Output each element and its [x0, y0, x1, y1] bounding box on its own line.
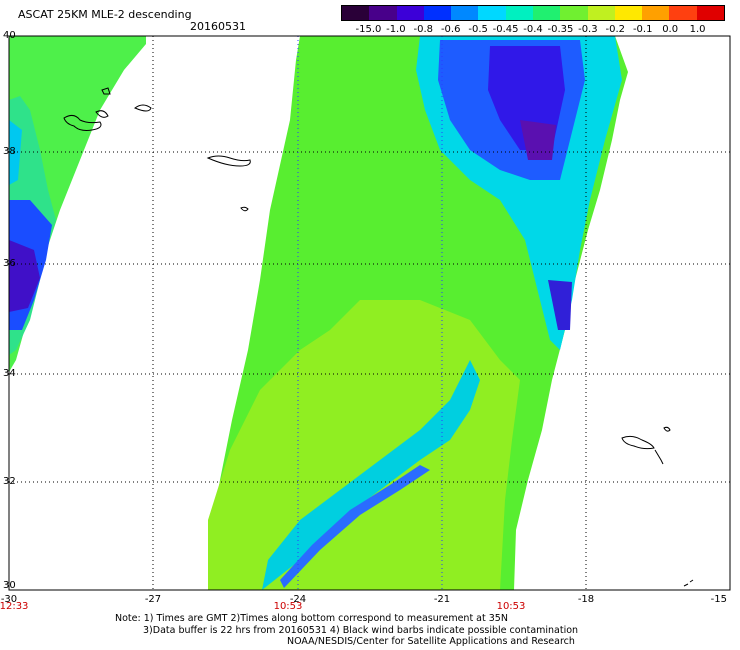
- lon-tick-label: -24: [290, 594, 306, 605]
- island-outline: [101, 87, 111, 95]
- colorbar-segment: [669, 6, 697, 20]
- islands: [63, 87, 694, 587]
- island-outline: [654, 449, 664, 465]
- colorbar-segment: [614, 6, 643, 20]
- colorbar-label: 0.0: [662, 24, 679, 35]
- map-plot: -30 -27 -24 -21 -18 -15 40 38 36 34 32 3…: [0, 30, 731, 612]
- island-outline: [663, 426, 671, 432]
- colorbar-label: -15.0: [355, 24, 382, 35]
- main-swath-purple-core: [520, 120, 556, 160]
- main-swath-blue-edge: [548, 280, 572, 330]
- lon-tick-label: -18: [578, 594, 594, 605]
- colorbar-segment: [478, 6, 506, 20]
- lon-tick-label: -27: [145, 594, 161, 605]
- island-outline: [134, 104, 152, 112]
- lon-tick-labels: -30 -27 -24 -21 -18 -15: [1, 594, 727, 605]
- main-swath-cyan-streak: [262, 360, 480, 590]
- island-outline: [621, 435, 655, 450]
- main-swath-blue-streak: [280, 465, 430, 588]
- colorbar-segment: [342, 6, 370, 20]
- footer-note: Note: 1) Times are GMT 2)Times along bot…: [100, 613, 700, 648]
- colorbar-segment: [696, 6, 724, 20]
- colorbar-label: -0.2: [605, 24, 626, 35]
- lon-grid-dark: [152, 36, 587, 590]
- island-outline: [63, 114, 102, 131]
- colorbar-label: -0.4: [523, 24, 543, 35]
- colorbar-segment: [423, 6, 452, 20]
- lat-grid: [9, 151, 730, 483]
- lon-grid-blue: [297, 36, 443, 590]
- colorbar-segment: [642, 6, 670, 20]
- swath-time-label: 10:53: [497, 601, 526, 612]
- note-line-2: 3)Data buffer is 22 hrs from 20160531 4)…: [143, 624, 579, 636]
- lat-tick-labels: 40 38 36 34 32 30: [3, 30, 16, 591]
- island-outline: [95, 110, 109, 118]
- colorbar-segment: [396, 6, 424, 20]
- left-swath-base: [9, 36, 146, 372]
- colorbar-segment: [532, 6, 561, 20]
- colorbar-label: -0.35: [547, 24, 574, 35]
- lon-tick-label: -30: [1, 594, 17, 605]
- plot-frame: [8, 35, 731, 591]
- lat-tick-label: 34: [3, 368, 16, 379]
- colorbar-label: -0.1: [632, 24, 653, 35]
- island-outline: [683, 579, 694, 587]
- colorbar-label: 1.0: [689, 24, 706, 35]
- colorbar-segment: [560, 6, 588, 20]
- lat-tick-label: 36: [3, 258, 16, 269]
- colorbar: [341, 5, 725, 21]
- colorbar-segment: [369, 6, 397, 20]
- lon-tick-label: -15: [711, 594, 727, 605]
- main-swath: [208, 36, 628, 590]
- lat-tick-label: 32: [3, 476, 16, 487]
- lat-tick-label: 38: [3, 146, 16, 157]
- swath-time-label: 12:33: [0, 601, 28, 612]
- colorbar-label: -0.3: [578, 24, 598, 35]
- lat-tick-label: 30: [3, 580, 16, 591]
- colorbar-label: -0.45: [492, 24, 519, 35]
- swath-time-label: 10:53: [274, 601, 303, 612]
- left-swath: [9, 36, 146, 372]
- colorbar-label: -0.8: [413, 24, 434, 35]
- lat-tick-label: 40: [3, 30, 16, 41]
- colorbar-label: -1.0: [386, 24, 406, 35]
- lon-tick-label: -21: [434, 594, 450, 605]
- island-outline: [206, 155, 251, 167]
- colorbar-segment: [451, 6, 479, 20]
- map-date: 20160531: [190, 20, 246, 33]
- left-swath-purple-core: [9, 240, 40, 312]
- colorbar-label: -0.5: [468, 24, 488, 35]
- time-labels: 12:33 10:53 10:53: [0, 601, 525, 612]
- colorbar-label: -0.6: [440, 24, 461, 35]
- colorbar-segment: [505, 6, 533, 20]
- map-title: ASCAT 25KM MLE-2 descending: [18, 8, 192, 21]
- left-swath-cyan-patch: [9, 120, 22, 185]
- note-line-1: Note: 1) Times are GMT 2)Times along bot…: [115, 613, 508, 624]
- colorbar-segment: [587, 6, 615, 20]
- colorbar-labels: -15.0 -1.0 -0.8 -0.6 -0.5 -0.45 -0.4 -0.35 -0.3-…: [320, 24, 740, 38]
- note-line-3: NOAA/NESDIS/Center for Satellite Applica…: [287, 636, 575, 647]
- island-outline: [240, 206, 249, 212]
